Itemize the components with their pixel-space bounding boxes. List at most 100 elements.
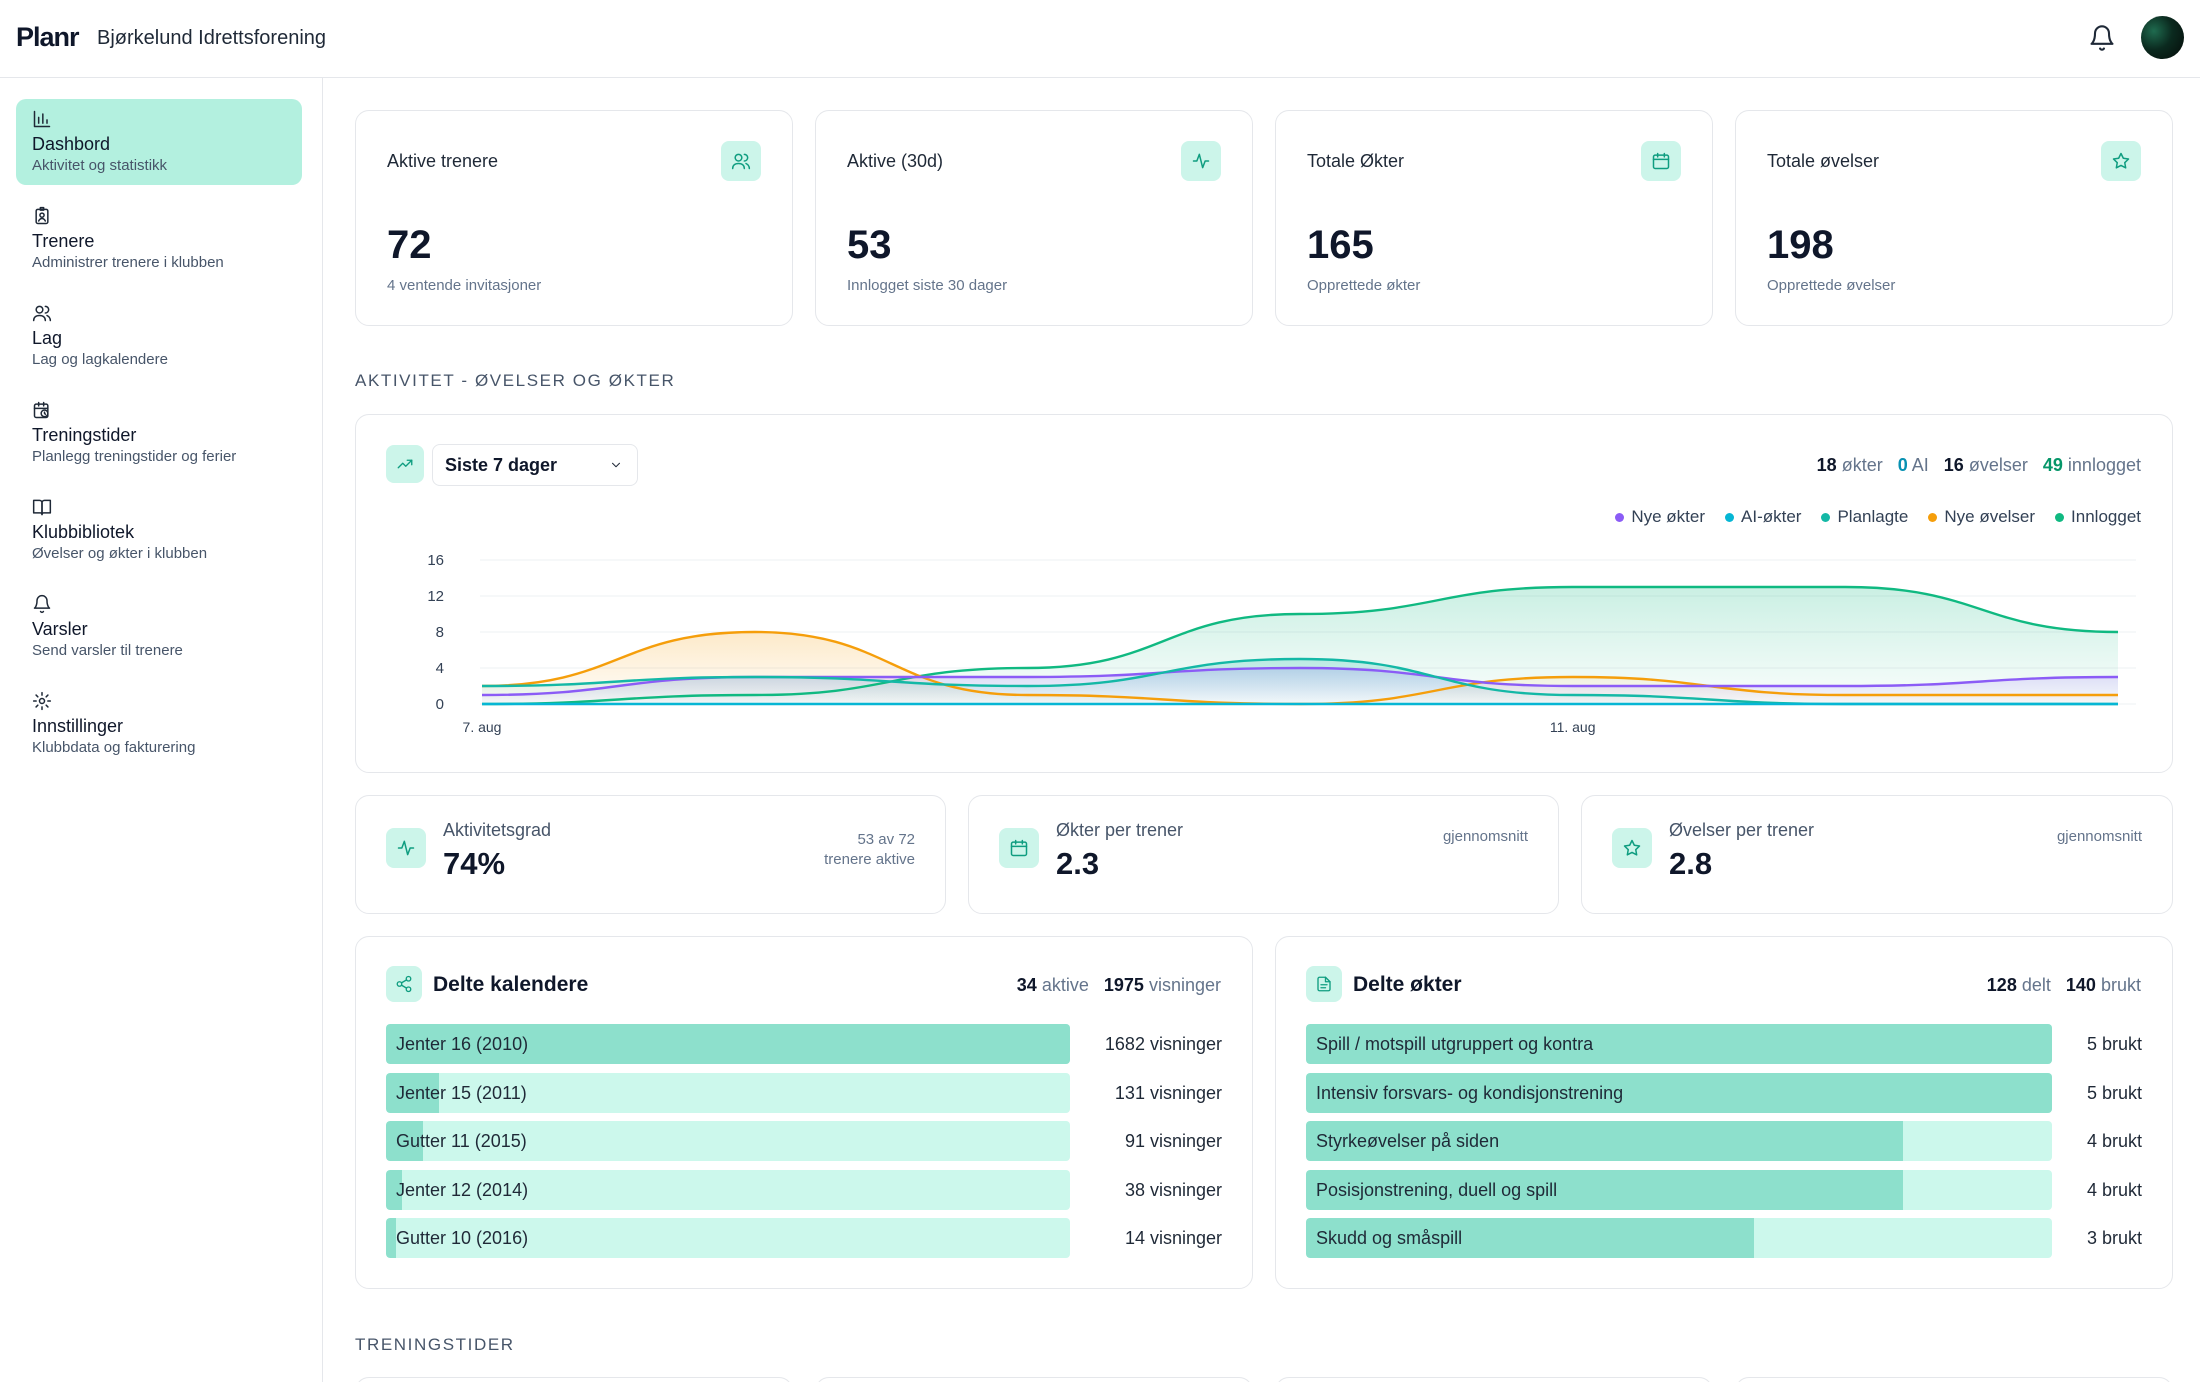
calendar-clock-icon: [33, 401, 49, 419]
list-item-name: Spill / motspill utgruppert og kontra: [1316, 1034, 1594, 1054]
legend-label: Nye øvelser: [1944, 507, 2036, 526]
activity-section-title: AKTIVITET - ØVELSER OG ØKTER: [355, 371, 676, 390]
stat-icon-box: [721, 141, 761, 181]
y-tick-label: 4: [436, 660, 444, 677]
sidebar-item-title: Innstillinger: [32, 716, 124, 736]
sidebar-item-innstillinger[interactable]: Innstillinger Klubbdata og fakturering: [16, 681, 302, 767]
list-item[interactable]: Gutter 11 (2015) 91 visninger: [386, 1121, 1222, 1161]
metric-value: 74%: [443, 846, 506, 881]
list-item-count: 4 brukt: [2086, 1131, 2142, 1151]
top-bar: Planr Bjørkelund Idrettsforening: [0, 0, 2200, 78]
legend-item[interactable]: Nye økter: [1615, 507, 1705, 527]
usage-bar-fill: [1306, 1218, 1754, 1258]
list-item-name: Intensiv forsvars- og kondisjonstrening: [1316, 1082, 1624, 1103]
activity-icon: [397, 840, 415, 856]
trending-up-icon: [397, 459, 413, 469]
sidebar-item-title: Varsler: [32, 619, 88, 639]
list-item[interactable]: Jenter 12 (2014) 38 visninger: [386, 1169, 1222, 1210]
legend-item[interactable]: Nye øvelser: [1928, 507, 2035, 527]
metric-value: 2.8: [1669, 846, 1713, 881]
sidebar-item-klubbibliotek[interactable]: Klubbibliotek Øvelser og økter i klubben: [16, 487, 302, 573]
used-count: 140: [2065, 975, 2096, 995]
metric-value: 2.3: [1056, 846, 1100, 881]
sidebar-item-varsler[interactable]: Varsler Send varsler til trenere: [16, 584, 302, 670]
metric-label: Økter per trener: [1056, 820, 1184, 840]
stat-card-total-sessions: Totale Økter 165 Opprettede økter: [1275, 110, 1713, 326]
shared-label: delt: [2021, 975, 2051, 995]
usage-bar-fill: [1306, 1024, 2052, 1064]
legend-item[interactable]: Planlagte: [1821, 507, 1908, 527]
sidebar-item-dashbord[interactable]: Dashbord Aktivitet og statistikk: [16, 99, 302, 185]
stat-card-total-exercises: Totale øvelser 198 Opprettede øvelser: [1735, 110, 2173, 326]
y-tick-label: 8: [436, 624, 444, 641]
usage-bar-fill: [386, 1121, 423, 1161]
stat-label: Totale øvelser: [1767, 151, 1880, 171]
okter-label: økter: [1841, 455, 1883, 475]
usage-bar-track: Styrkeøvelser på siden: [1306, 1121, 2052, 1161]
usage-bar-track: Intensiv forsvars- og kondisjonstrening: [1306, 1072, 2052, 1113]
legend-label: Planlagte: [1837, 507, 1909, 526]
training-card: [815, 1377, 1253, 1382]
list-item[interactable]: Spill / motspill utgruppert og kontra 5 b…: [1306, 1024, 2142, 1064]
metric-icon-box: [1612, 828, 1652, 868]
list-item[interactable]: Skudd og småspill 3 brukt: [1306, 1218, 2142, 1258]
chevron-down-icon: [611, 462, 621, 468]
chart-summary: 18 økter 0 AI 16 øvelser 49 innlogget: [1817, 455, 2141, 476]
y-tick-label: 0: [436, 696, 444, 713]
chart-icon-box: [386, 445, 424, 483]
okter-count: 18: [1816, 455, 1837, 475]
stat-subtext: Opprettede øvelser: [1767, 277, 1896, 294]
list-item[interactable]: Styrkeøvelser på siden 4 brukt: [1306, 1121, 2142, 1161]
legend-item[interactable]: AI-økter: [1725, 507, 1801, 527]
activity-chart-card: 0 4 8 12 16 7. aug 11. aug Siste 7 dager 18 øk…: [355, 414, 2173, 773]
training-section-title: TRENINGSTIDER: [355, 1335, 515, 1354]
list-item-count: 5 brukt: [2086, 1082, 2142, 1103]
user-avatar[interactable]: [2141, 16, 2184, 59]
legend-dot: [1615, 512, 1625, 522]
stat-value: 53: [847, 223, 892, 267]
sidebar-item-treningstider[interactable]: Treningstider Planlegg treningstider og …: [16, 390, 302, 476]
list-item-name: Jenter 15 (2011): [396, 1082, 527, 1103]
list-item[interactable]: Intensiv forsvars- og kondisjonstrening 5…: [1306, 1072, 2142, 1113]
metric-icon-box: [386, 828, 426, 868]
date-range-select[interactable]: Siste 7 dager: [432, 444, 638, 486]
innlogget-count: 49: [2042, 455, 2063, 475]
used-label: brukt: [2100, 975, 2141, 995]
list-item[interactable]: Posisjonstrening, duell og spill 4 brukt: [1306, 1169, 2142, 1210]
list-item-count: 4 brukt: [2086, 1179, 2142, 1200]
calendar-icon: [1010, 839, 1028, 857]
list-item-name: Skudd og småspill: [1316, 1228, 1463, 1248]
active-label: aktive: [1041, 975, 1089, 995]
stat-icon-box: [1641, 141, 1681, 181]
list-item[interactable]: Jenter 16 (2010) 1682 visninger: [386, 1024, 1222, 1064]
notifications-bell-icon[interactable]: [2088, 24, 2116, 52]
metric-label: Aktivitetsgrad: [443, 820, 552, 840]
metric-icon-box: [999, 828, 1039, 868]
users-icon: [32, 305, 52, 322]
sidebar-item-subtitle: Øvelser og økter i klubben: [32, 545, 208, 562]
views-count: 1975: [1103, 975, 1144, 995]
shared-calendars-summary: 34 aktive 1975 visninger: [1017, 975, 1221, 996]
list-item[interactable]: Gutter 10 (2016) 14 visninger: [386, 1218, 1222, 1258]
badge-icon: [35, 206, 49, 225]
legend-item[interactable]: Innlogget: [2055, 507, 2141, 527]
legend-label: Innlogget: [2071, 507, 2141, 526]
metric-note: gjennomsnitt: [2056, 828, 2142, 845]
document-icon: [1317, 976, 1331, 992]
usage-bar-track: Posisjonstrening, duell og spill: [1306, 1169, 2052, 1210]
legend-dot: [1725, 512, 1735, 522]
sidebar-item-title: Lag: [32, 328, 63, 348]
list-item-name: Styrkeøvelser på siden: [1316, 1131, 1500, 1151]
stat-label: Totale Økter: [1307, 151, 1405, 171]
app-logo[interactable]: Planr: [16, 22, 80, 52]
metric-card-exercises-per-coach: Øvelser per trener 2.8 gjennomsnitt: [1581, 795, 2173, 914]
usage-bar-fill: [1306, 1169, 1903, 1210]
sidebar-item-trenere[interactable]: Trenere Administrer trenere i klubben: [16, 196, 302, 282]
usage-bar-track: Gutter 10 (2016): [386, 1218, 1070, 1258]
shared-calendars-title: Delte kalendere: [433, 973, 589, 996]
list-item-count: 1682 visninger: [1104, 1034, 1222, 1054]
usage-bar-track: Gutter 11 (2015): [386, 1121, 1070, 1161]
list-item[interactable]: Jenter 15 (2011) 131 visninger: [386, 1072, 1222, 1113]
list-item-count: 5 brukt: [2086, 1034, 2142, 1054]
sidebar-item-lag[interactable]: Lag Lag og lagkalendere: [16, 293, 302, 379]
